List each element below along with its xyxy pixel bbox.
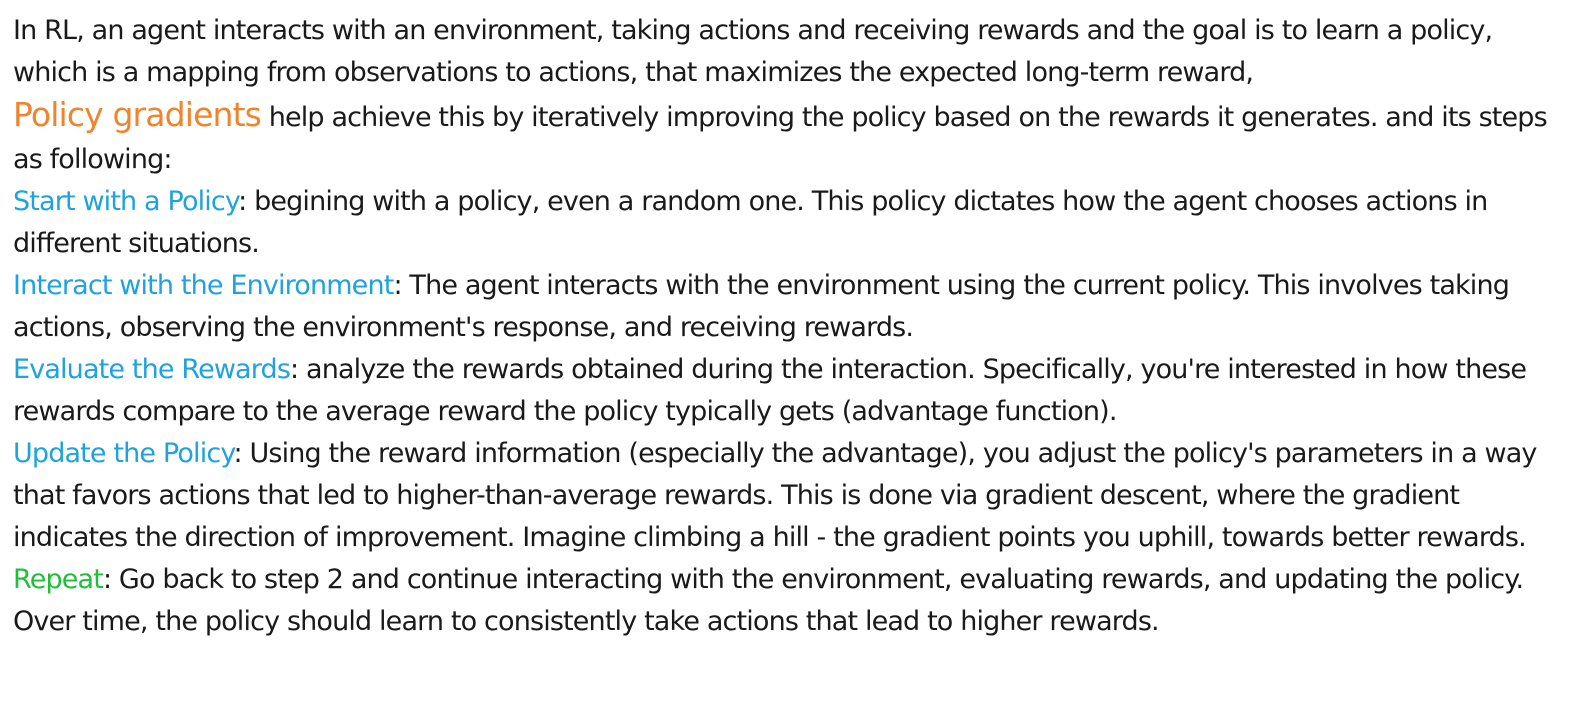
intro-continuation: help achieve this by iteratively improvi… <box>13 102 1548 175</box>
step-description: : begining with a policy, even a random … <box>13 186 1488 259</box>
policy-gradients-highlight: Policy gradients <box>13 95 262 134</box>
intro-text: In RL, an agent interacts with an enviro… <box>13 15 1493 88</box>
step-evaluate-rewards: Evaluate the Rewards: analyze the reward… <box>13 349 1573 433</box>
step-term: Repeat <box>13 564 104 595</box>
step-description: : Go back to step 2 and continue interac… <box>13 564 1524 637</box>
step-description: : Using the reward information (especial… <box>13 438 1537 553</box>
step-term: Interact with the Environment <box>13 270 394 301</box>
intro-paragraph: In RL, an agent interacts with an enviro… <box>13 10 1573 181</box>
step-repeat: Repeat: Go back to step 2 and continue i… <box>13 559 1573 643</box>
step-term: Evaluate the Rewards <box>13 354 291 385</box>
step-update-policy: Update the Policy: Using the reward info… <box>13 433 1573 559</box>
step-start-with-policy: Start with a Policy: begining with a pol… <box>13 181 1573 265</box>
step-term: Start with a Policy <box>13 186 239 217</box>
document-body: In RL, an agent interacts with an enviro… <box>13 10 1573 643</box>
step-interact-with-environment: Interact with the Environment: The agent… <box>13 265 1573 349</box>
step-term: Update the Policy <box>13 438 234 469</box>
step-description: : The agent interacts with the environme… <box>13 270 1510 343</box>
step-description: : analyze the rewards obtained during th… <box>13 354 1527 427</box>
